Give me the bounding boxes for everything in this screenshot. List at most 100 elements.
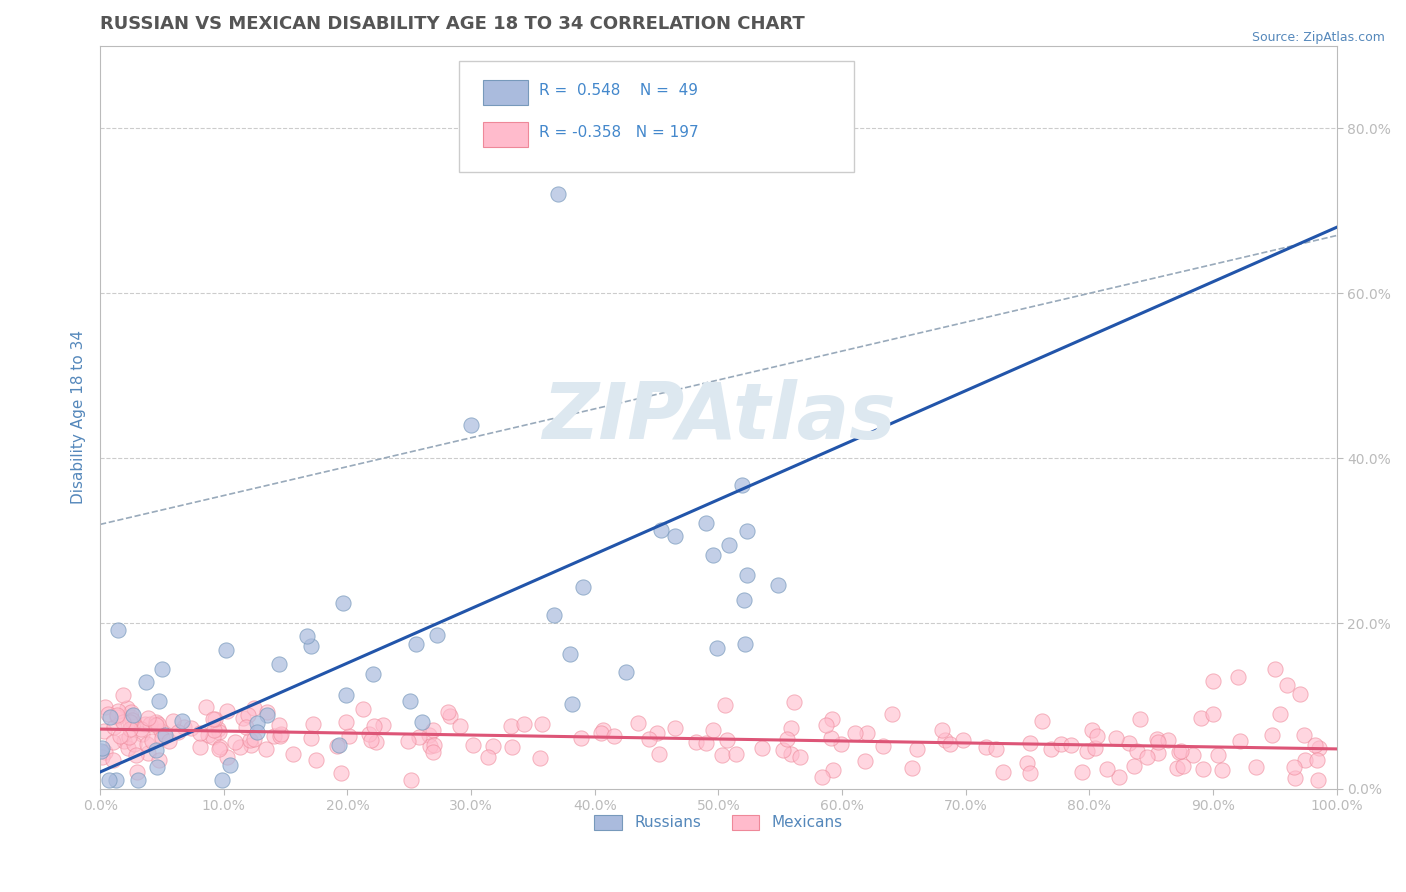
Point (399, 694, 422, 708)
Point (477, 749, 499, 764)
Point (830, 737, 852, 751)
Point (614, 665, 637, 680)
Point (733, 593, 755, 607)
Point (952, 733, 974, 747)
Point (789, 750, 811, 764)
Point (202, 723, 225, 738)
Point (499, 719, 522, 733)
Point (627, 715, 650, 730)
Point (974, 739, 997, 754)
Point (735, 568, 758, 582)
Point (724, 747, 747, 761)
Point (335, 715, 357, 730)
Point (229, 739, 252, 754)
Point (295, 629, 318, 643)
Point (93, 745, 115, 759)
Point (335, 689, 357, 703)
Point (115, 701, 138, 715)
Point (93, 723, 115, 738)
Point (1303, 738, 1326, 752)
Point (1305, 753, 1327, 767)
Point (664, 721, 686, 735)
Point (589, 726, 612, 740)
Point (107, 623, 129, 637)
Point (107, 704, 129, 718)
Point (1123, 758, 1146, 772)
Point (299, 731, 322, 746)
Text: R = -0.358   N = 197: R = -0.358 N = 197 (538, 125, 699, 140)
Point (779, 747, 801, 761)
Point (776, 732, 799, 747)
Point (120, 715, 142, 730)
Point (208, 725, 231, 739)
Point (1019, 736, 1042, 750)
Point (531, 717, 554, 731)
Point (1105, 731, 1128, 745)
FancyBboxPatch shape (484, 122, 529, 147)
Point (905, 741, 928, 756)
Point (1270, 707, 1292, 722)
Point (695, 736, 717, 750)
Point (1147, 746, 1170, 760)
Point (361, 667, 384, 681)
Point (207, 723, 229, 737)
Point (135, 737, 157, 751)
Point (328, 738, 350, 752)
Point (1308, 741, 1330, 756)
Point (426, 627, 449, 641)
Point (302, 716, 325, 731)
Point (422, 723, 444, 737)
Point (449, 719, 471, 733)
Point (91, 740, 114, 755)
Point (145, 718, 167, 732)
Point (136, 711, 159, 725)
Point (270, 727, 292, 741)
Point (821, 763, 844, 777)
Point (148, 752, 170, 766)
Point (419, 739, 441, 753)
Point (529, 751, 551, 765)
Point (112, 688, 135, 702)
Point (1202, 674, 1225, 689)
Point (108, 729, 131, 743)
Point (330, 765, 353, 780)
Point (695, 516, 717, 530)
Point (1146, 735, 1168, 749)
Point (1126, 744, 1149, 758)
Point (299, 639, 322, 653)
Point (215, 704, 238, 718)
Point (215, 749, 238, 764)
Point (939, 737, 962, 751)
Point (931, 723, 953, 737)
Point (783, 695, 806, 709)
Point (418, 728, 440, 742)
Point (1070, 764, 1092, 779)
Point (1277, 678, 1299, 692)
Point (592, 723, 614, 738)
Point (901, 761, 924, 775)
Point (101, 753, 124, 767)
Point (97, 773, 120, 788)
Point (118, 731, 141, 745)
Point (146, 717, 169, 731)
Point (734, 637, 756, 651)
Point (547, 187, 569, 202)
Point (463, 738, 485, 752)
Point (716, 732, 738, 747)
Point (357, 727, 380, 741)
Point (645, 725, 668, 739)
Point (239, 732, 262, 747)
Point (242, 731, 264, 746)
Point (702, 548, 724, 562)
Point (150, 731, 173, 746)
Point (170, 714, 193, 729)
Text: RUSSIAN VS MEXICAN DISABILITY AGE 18 TO 34 CORRELATION CHART: RUSSIAN VS MEXICAN DISABILITY AGE 18 TO … (100, 15, 804, 33)
Point (145, 743, 167, 757)
Point (122, 716, 145, 731)
Point (648, 747, 671, 761)
Point (1040, 742, 1063, 756)
Point (1244, 760, 1267, 774)
Point (1292, 728, 1315, 742)
Point (135, 674, 157, 689)
Text: ZIPAtlas: ZIPAtlas (541, 379, 896, 455)
